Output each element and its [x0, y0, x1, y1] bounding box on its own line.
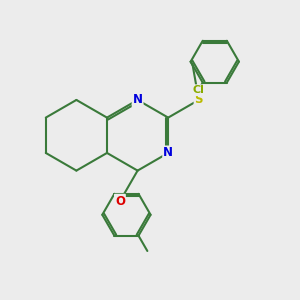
Text: O: O [115, 195, 125, 208]
Text: N: N [133, 93, 142, 106]
Text: S: S [194, 93, 203, 106]
Text: Cl: Cl [192, 85, 204, 95]
Text: N: N [163, 146, 173, 159]
